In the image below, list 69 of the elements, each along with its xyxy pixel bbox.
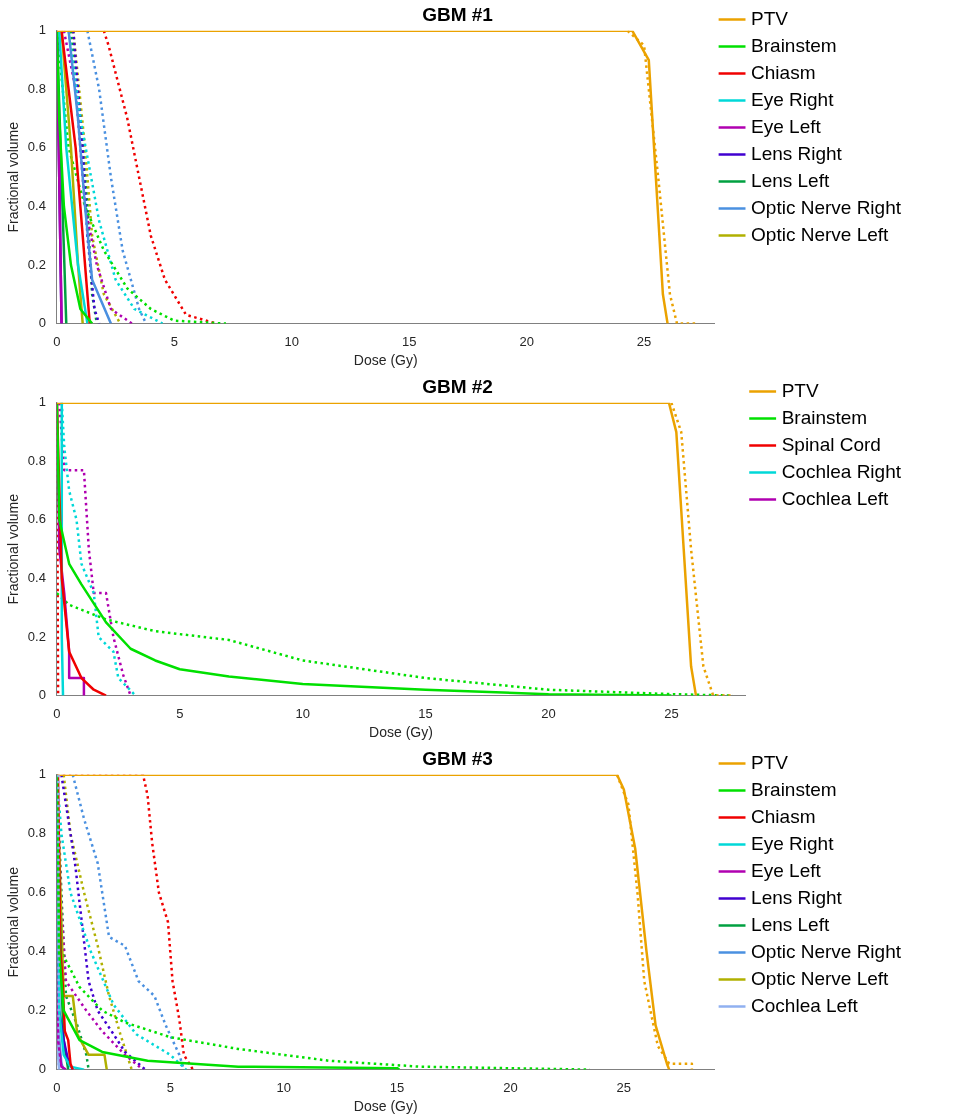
legend-label: Optic Nerve Right: [751, 940, 902, 962]
x-tick-label: 20: [503, 1079, 518, 1095]
legend-label: Chiasm: [751, 805, 816, 827]
x-tick-label: 20: [519, 333, 534, 349]
x-tick-label: 25: [616, 1079, 632, 1095]
legend-label: Lens Left: [751, 913, 830, 935]
x-tick-label: 15: [389, 1079, 405, 1095]
chart-title: GBM #3: [422, 747, 493, 769]
y-tick-label: 1: [38, 766, 46, 782]
x-tick-label: 0: [53, 1079, 61, 1095]
y-tick-label: 1: [38, 22, 46, 38]
x-tick-label: 5: [170, 333, 178, 349]
x-axis-title: Dose (Gy): [353, 1098, 418, 1115]
legend-label: Eye Left: [751, 859, 822, 881]
legend-label: Chiasm: [751, 61, 816, 83]
y-tick-label: 0.8: [27, 825, 46, 841]
x-tick-label: 15: [418, 705, 433, 721]
y-tick-label: 0.6: [27, 139, 46, 155]
x-tick-label: 5: [166, 1079, 174, 1095]
x-tick-label: 10: [276, 1079, 291, 1095]
legend-label: Lens Right: [751, 142, 843, 164]
legend-label: Spinal Cord: [781, 433, 881, 455]
y-tick-label: 1: [38, 394, 46, 410]
y-axis-title: Fractional volume: [5, 493, 22, 605]
y-tick-label: 0.2: [27, 1002, 46, 1018]
x-axis-title: Dose (Gy): [353, 352, 418, 369]
x-tick-label: 25: [664, 705, 679, 721]
chart-title: GBM #1: [422, 3, 494, 25]
legend-label: Brainstem: [751, 778, 837, 800]
legend-label: Eye Right: [751, 832, 835, 854]
legend-label: Brainstem: [781, 406, 868, 428]
legend-label: PTV: [751, 751, 789, 773]
x-tick-label: 0: [53, 333, 61, 349]
legend-label: Lens Right: [751, 886, 843, 908]
legend-label: Cochlea Left: [781, 487, 890, 509]
legend-label: Eye Right: [751, 88, 835, 110]
y-tick-label: 0: [38, 1061, 46, 1077]
x-tick-label: 15: [401, 333, 417, 349]
y-tick-label: 0.6: [27, 511, 46, 527]
legend-label: Optic Nerve Left: [751, 967, 890, 989]
y-tick-label: 0.2: [27, 628, 46, 644]
y-tick-label: 0.4: [27, 198, 46, 214]
legend-label: Cochlea Right: [781, 460, 902, 482]
legend-label: Cochlea Left: [751, 994, 859, 1016]
legend-label: Eye Left: [751, 115, 822, 137]
legend-label: Lens Left: [751, 169, 830, 191]
y-tick-label: 0: [38, 315, 46, 331]
y-tick-label: 0.8: [27, 80, 46, 96]
y-tick-label: 0.4: [27, 943, 46, 959]
legend-label: Optic Nerve Right: [751, 196, 902, 218]
y-tick-label: 0.6: [27, 884, 46, 900]
y-tick-label: 0.4: [27, 570, 46, 586]
legend-label: PTV: [751, 7, 789, 29]
x-tick-label: 10: [284, 333, 299, 349]
y-axis-title: Fractional volume: [5, 121, 22, 233]
x-tick-label: 25: [636, 333, 652, 349]
y-tick-label: 0: [38, 687, 46, 703]
x-tick-label: 10: [295, 705, 310, 721]
x-tick-label: 20: [541, 705, 556, 721]
legend-label: PTV: [781, 379, 819, 401]
x-tick-label: 5: [176, 705, 184, 721]
legend-label: Optic Nerve Left: [751, 223, 890, 245]
y-axis-title: Fractional volume: [5, 866, 22, 978]
legend-label: Brainstem: [751, 34, 837, 56]
chart-title: GBM #2: [422, 375, 493, 397]
y-tick-label: 0.8: [27, 452, 46, 468]
x-tick-label: 0: [53, 705, 61, 721]
x-axis-title: Dose (Gy): [369, 724, 433, 741]
y-tick-label: 0.2: [27, 256, 46, 272]
